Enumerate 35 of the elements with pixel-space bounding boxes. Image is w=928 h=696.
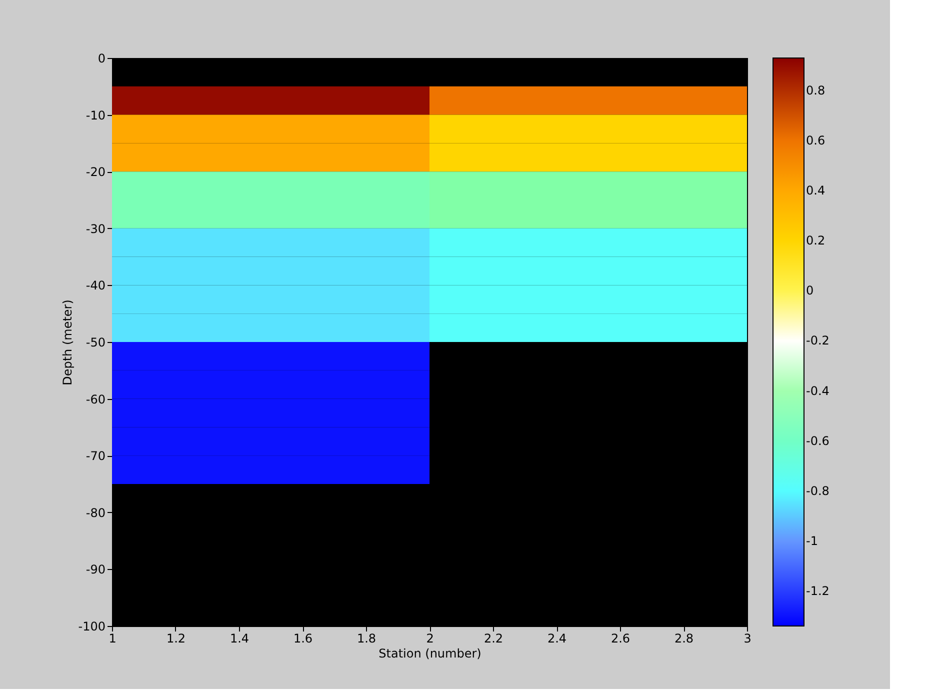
color-bar-label: -0.2 (806, 334, 830, 348)
color-bar-label: -0.8 (806, 484, 830, 498)
x-tick-label: 1.4 (230, 632, 250, 646)
x-axis-title: Station (number) (378, 646, 482, 660)
y-tick-label: -10 (86, 108, 106, 122)
y-tick-label: -90 (86, 562, 106, 577)
y-tick-label: -40 (86, 278, 106, 293)
color-bar-label: 0.2 (806, 234, 826, 248)
x-tick-label: 2 (426, 632, 434, 646)
color-bar-label: 0.4 (806, 184, 826, 198)
x-tick-label: 2.2 (484, 632, 504, 646)
x-tick-label: 2.8 (674, 632, 694, 646)
y-tick-label: -70 (86, 449, 106, 464)
y-tick-label: -80 (86, 506, 106, 520)
y-axis-title: Depth (meter) (60, 300, 74, 386)
x-tick-label: 1.2 (166, 632, 186, 646)
x-tick-label: 3 (744, 632, 752, 646)
y-tick-label: -60 (86, 392, 106, 406)
color-bar-label: -1 (806, 534, 818, 548)
x-tick-label: 1.6 (293, 632, 313, 646)
y-tick-label: -100 (78, 620, 106, 634)
y-tick-label: -30 (86, 222, 106, 236)
x-tick-label: 2.6 (610, 632, 630, 646)
color-bar-label: -0.4 (806, 384, 830, 398)
color-bar-label: -0.6 (806, 434, 830, 448)
x-tick-label: 2.4 (547, 632, 567, 646)
color-bar-label: 0.8 (806, 84, 826, 98)
color-bar-label: 0 (806, 284, 814, 298)
color-bar-label: -1.2 (806, 584, 830, 598)
x-tick-label: 1.8 (356, 632, 376, 646)
y-tick-label: 0 (98, 52, 106, 66)
y-tick-label: -20 (86, 165, 106, 180)
color-bar-label: 0.6 (806, 134, 826, 148)
x-tick-label: 1 (108, 632, 116, 646)
y-tick-label: -50 (86, 336, 106, 350)
